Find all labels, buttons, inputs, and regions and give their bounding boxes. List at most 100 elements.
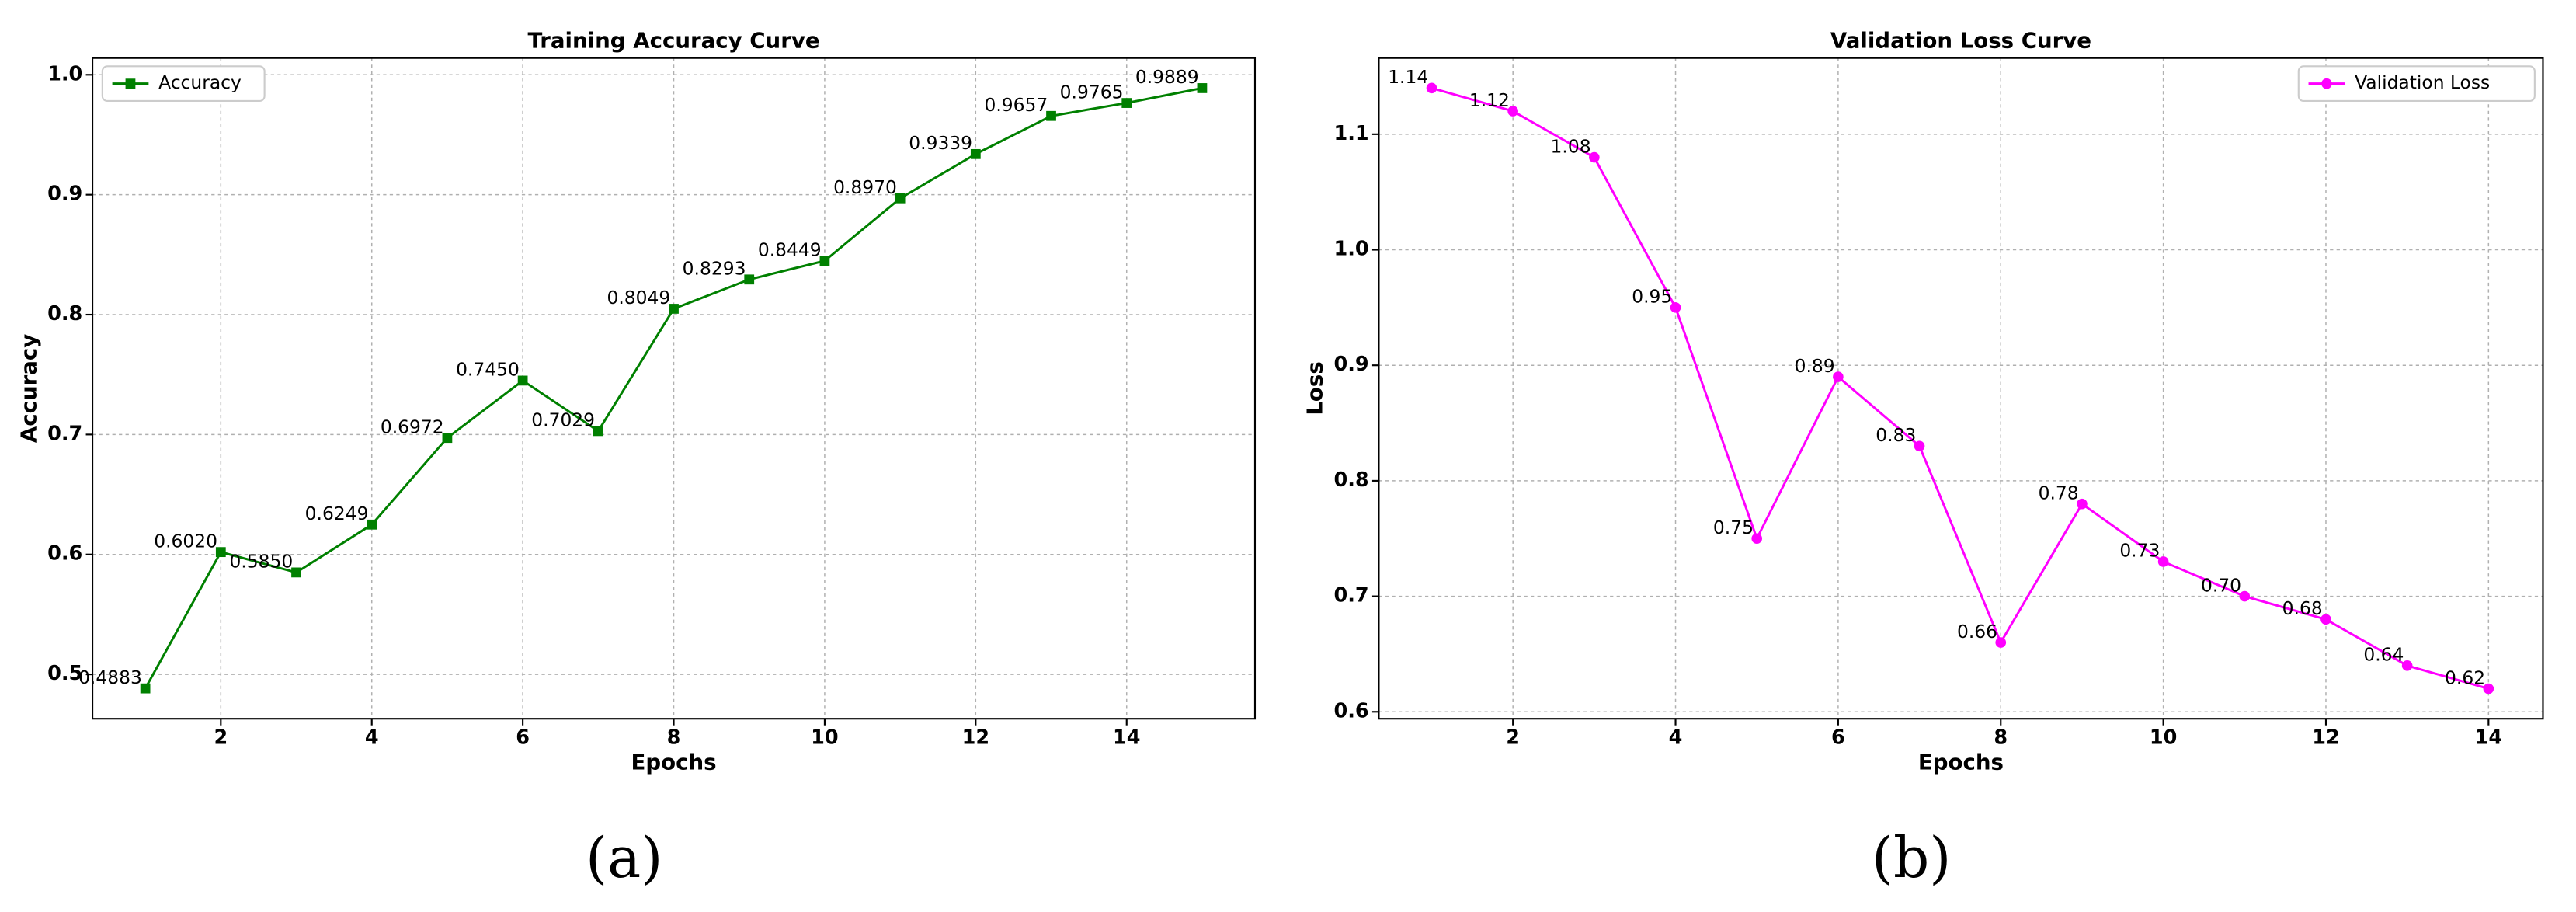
data-point [1121, 98, 1132, 108]
legend-box [2297, 65, 2536, 103]
x-tick-label: 2 [1506, 726, 1520, 750]
data-label: 0.95 [1632, 286, 1672, 308]
data-point [1833, 371, 1844, 382]
data-point [1751, 533, 1763, 545]
data-label: 0.83 [1876, 424, 1916, 446]
data-label: 0.8970 [833, 176, 897, 198]
data-point [1589, 151, 1600, 163]
y-tick-label: 0.6 [1334, 699, 1369, 722]
data-label: 0.62 [2445, 667, 2485, 688]
data-label: 0.7450 [456, 359, 520, 381]
legend-marker [2321, 78, 2332, 89]
data-label: 0.89 [1795, 355, 1835, 377]
data-point [1046, 110, 1056, 121]
data-point [2239, 590, 2251, 602]
y-tick-label: 0.7 [47, 422, 82, 445]
data-point [2483, 683, 2494, 694]
x-tick-label: 12 [2312, 726, 2340, 750]
x-tick-label: 6 [516, 726, 530, 750]
y-axis-label: Accuracy [16, 334, 41, 443]
x-axis-label: Epochs [631, 750, 716, 775]
data-point [1670, 302, 1681, 313]
y-tick-label: 0.9 [1334, 353, 1369, 376]
data-point [140, 683, 151, 694]
legend-box [101, 65, 266, 103]
data-point [2077, 498, 2088, 510]
y-axis-label: Loss [1302, 361, 1328, 415]
data-point [517, 375, 528, 386]
data-label: 0.75 [1713, 517, 1754, 538]
y-tick-label: 1.0 [47, 62, 82, 85]
data-point [215, 547, 226, 558]
data-label: 1.14 [1388, 66, 1428, 88]
data-label: 0.8449 [758, 238, 822, 260]
data-point [2157, 556, 2169, 567]
x-tick-label: 4 [1669, 726, 1683, 750]
data-label: 0.73 [2119, 540, 2160, 562]
y-tick-label: 1.0 [1334, 238, 1369, 261]
data-label: 0.8293 [683, 258, 746, 280]
x-tick-label: 6 [1831, 726, 1845, 750]
plot-frame [92, 57, 1257, 720]
data-point [367, 519, 377, 530]
chart-title: Training Accuracy Curve [527, 27, 819, 53]
data-label: 0.8049 [607, 287, 670, 308]
x-tick-label: 12 [962, 726, 990, 750]
x-tick-label: 10 [2150, 726, 2178, 750]
data-point [970, 148, 981, 159]
y-tick-label: 0.8 [47, 302, 82, 325]
data-point [593, 426, 603, 437]
data-label: 1.12 [1469, 89, 1510, 111]
y-tick-label: 0.8 [1334, 468, 1369, 492]
series-line [1431, 86, 2489, 690]
data-point [2401, 660, 2413, 671]
data-point [1914, 440, 1925, 452]
caption: (b) [1872, 826, 1952, 891]
x-tick-label: 14 [2475, 726, 2503, 750]
data-point [1995, 637, 2007, 648]
data-point [1426, 82, 1437, 94]
data-label: 0.68 [2282, 597, 2323, 619]
data-label: 0.6249 [305, 503, 369, 524]
data-point [895, 193, 906, 204]
y-tick-label: 0.9 [47, 183, 82, 206]
y-tick-label: 0.5 [47, 662, 82, 685]
chart-title: Validation Loss Curve [1830, 27, 2091, 53]
x-tick-label: 10 [811, 726, 839, 750]
data-point [669, 304, 679, 314]
y-tick-label: 0.6 [47, 542, 82, 566]
x-tick-label: 4 [365, 726, 379, 750]
data-label: 0.6020 [154, 530, 217, 552]
data-label: 0.66 [1957, 621, 1997, 642]
data-label: 0.70 [2201, 574, 2241, 596]
data-label: 0.5850 [229, 551, 293, 573]
x-axis-label: Epochs [1918, 750, 2004, 775]
data-label: 0.9657 [984, 94, 1048, 116]
data-point [744, 274, 755, 285]
x-tick-label: 8 [1994, 726, 2008, 750]
y-tick-label: 0.7 [1334, 584, 1369, 607]
legend-label: Accuracy [158, 71, 242, 93]
x-tick-label: 14 [1113, 726, 1141, 750]
x-tick-label: 2 [214, 726, 228, 750]
data-label: 0.6972 [381, 416, 444, 437]
data-point [1507, 106, 1518, 117]
data-point [291, 567, 301, 578]
plot-frame [1378, 57, 2544, 720]
legend-label: Validation Loss [2355, 71, 2490, 93]
y-tick-label: 1.1 [1334, 122, 1369, 145]
x-tick-label: 8 [667, 726, 681, 750]
data-label: 0.78 [2039, 482, 2079, 503]
data-point [2320, 614, 2331, 625]
data-label: 0.4883 [78, 667, 142, 688]
legend-marker [125, 78, 136, 89]
caption: (a) [586, 826, 663, 891]
data-label: 0.9765 [1060, 81, 1124, 103]
data-point [442, 433, 453, 444]
data-point [819, 256, 830, 266]
data-label: 1.08 [1551, 135, 1591, 157]
data-label: 0.9339 [909, 132, 972, 154]
data-label: 0.9889 [1135, 66, 1199, 88]
